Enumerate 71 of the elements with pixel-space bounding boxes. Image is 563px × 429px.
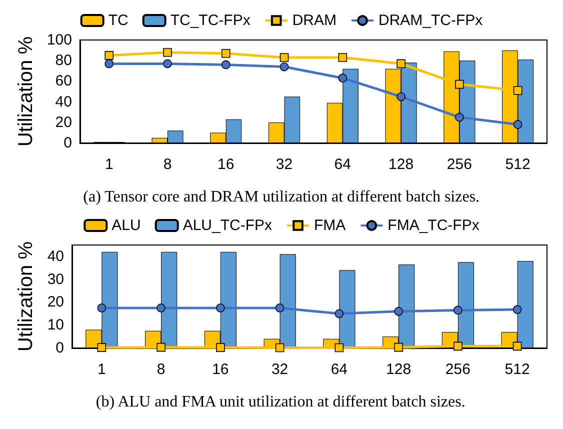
point — [156, 304, 166, 312]
x-tick-label: 32 — [276, 156, 293, 173]
y-axis-title: Utilization % — [15, 36, 37, 147]
point — [163, 59, 172, 68]
point — [275, 343, 284, 352]
y-tick-label: 40 — [47, 248, 64, 265]
point — [163, 48, 172, 57]
legend-label: ALU_TC-FPx — [182, 217, 273, 234]
y-tick-label: 10 — [47, 316, 64, 334]
y-tick-label: 30 — [47, 270, 64, 288]
point — [513, 86, 522, 95]
x-tick-label: 64 — [334, 156, 351, 173]
x-tick-label: 1 — [98, 361, 106, 378]
y-tick-label: 0 — [64, 134, 72, 152]
x-tick-label: 8 — [156, 361, 166, 378]
x-tick-label: 256 — [446, 156, 472, 173]
point — [512, 342, 522, 351]
point — [280, 62, 289, 72]
point — [156, 342, 166, 352]
point — [221, 48, 230, 58]
point — [512, 305, 522, 314]
legend-label: TC — [108, 12, 128, 29]
point — [280, 53, 289, 62]
x-tick-label: 512 — [504, 361, 530, 378]
x-tick-label: 256 — [445, 361, 470, 378]
text: (b) ALU and FMA unit utilization at different batch sizes. — [96, 394, 466, 410]
point — [396, 59, 406, 68]
legend-label: DRAM_TC-FPx — [378, 12, 484, 29]
point — [454, 306, 462, 315]
point — [104, 51, 114, 60]
y-tick-label: 60 — [55, 72, 72, 90]
point — [334, 343, 344, 352]
y-axis-title: Utilization % — [15, 241, 37, 352]
y-tick-label: 100 — [46, 32, 72, 48]
point — [338, 53, 348, 62]
point — [455, 112, 464, 122]
point — [216, 343, 225, 352]
point — [334, 309, 344, 318]
x-tick-label: 16 — [218, 156, 234, 173]
point — [396, 92, 406, 102]
point — [104, 59, 114, 68]
point — [275, 304, 284, 312]
y-tick-label: 20 — [47, 294, 64, 311]
y-tick-label: 0 — [56, 340, 64, 356]
point — [454, 342, 462, 351]
legend-label: ALU — [112, 217, 141, 234]
x-tick-label: 8 — [163, 156, 172, 173]
text: (a) Tensor core and DRAM utilization at different batch sizes. — [83, 188, 480, 206]
x-tick-label: 128 — [386, 361, 412, 378]
x-tick-label: 16 — [212, 361, 229, 378]
point — [455, 80, 464, 89]
point — [513, 120, 522, 129]
point — [216, 304, 225, 312]
y-tick-label: 20 — [55, 114, 72, 131]
point — [394, 342, 403, 352]
y-tick-label: 40 — [55, 93, 72, 110]
x-tick-label: 32 — [271, 361, 288, 378]
legend-label: FMA — [314, 217, 346, 234]
point — [97, 343, 106, 352]
legend-label: TC_TC-FPx — [170, 12, 251, 29]
point — [338, 74, 348, 83]
x-tick-label: 128 — [388, 156, 414, 173]
x-tick-label: 512 — [505, 156, 530, 173]
point — [221, 60, 230, 70]
legend-label: FMA_TC-FPx — [388, 217, 480, 234]
point — [394, 306, 403, 316]
x-tick-label: 1 — [104, 156, 114, 173]
legend-label: DRAM — [292, 12, 336, 29]
x-tick-label: 64 — [330, 361, 348, 378]
y-tick-label: 80 — [55, 52, 72, 70]
point — [97, 304, 106, 312]
